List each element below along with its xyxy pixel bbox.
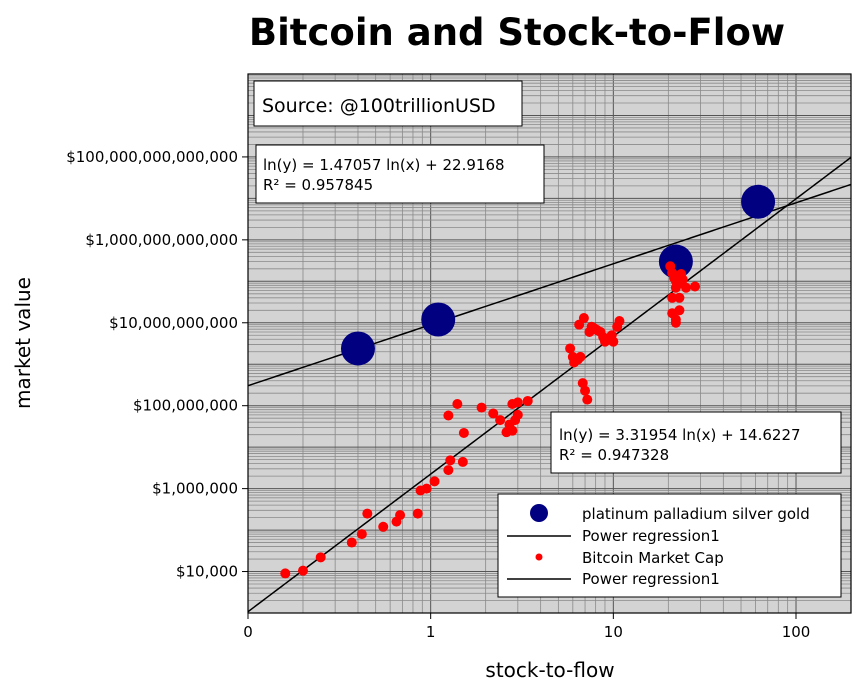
bitcoin-point (488, 408, 499, 419)
bitcoin-point (608, 336, 619, 347)
bitcoin-point (578, 313, 589, 324)
y-tick-label: $1,000,000 (152, 480, 238, 498)
bitcoin-point (522, 395, 533, 406)
bitcoin-point (378, 521, 389, 532)
chart-title: Bitcoin and Stock-to-Flow (249, 11, 785, 54)
bitcoin-point (429, 476, 440, 487)
legend-label-metals-regression: Power regression1 (582, 527, 720, 545)
bitcoin-point (512, 397, 523, 408)
metal-point (741, 184, 776, 219)
bitcoin-point (457, 456, 468, 467)
equation-bitcoin: ln(y) = 3.31954 ln(x) + 14.6227 (559, 426, 801, 444)
bitcoin-point (667, 292, 678, 303)
bitcoin-point (297, 565, 308, 576)
bitcoin-point (412, 508, 423, 519)
metal-point (340, 331, 375, 366)
y-tick-label: $10,000,000,000 (109, 314, 238, 332)
bitcoin-point (495, 415, 506, 426)
bitcoin-point (575, 351, 586, 362)
bitcoin-point (670, 314, 681, 325)
source-box (253, 80, 523, 127)
bitcoin-point (512, 409, 523, 420)
regression-line (247, 156, 852, 613)
bitcoin-point (690, 281, 701, 292)
bitcoin-point (580, 385, 591, 396)
plot-frame (247, 73, 852, 614)
y-tick-label: $10,000 (176, 563, 238, 581)
bitcoin-point (476, 402, 487, 413)
bitcoin-point (674, 305, 685, 316)
bitcoin-point (362, 508, 373, 519)
bitcoin-point (565, 343, 576, 354)
bitcoin-point (280, 568, 291, 579)
bitcoin-point (356, 529, 367, 540)
equation-box-bitcoin (550, 411, 842, 474)
bitcoin-point (443, 465, 454, 476)
equation-box-metals (255, 144, 545, 204)
legend-marker-bitcoin (535, 553, 543, 561)
bitcoin-point (582, 394, 593, 405)
bitcoin-point (674, 292, 685, 303)
x-axis-label: stock-to-flow (485, 658, 614, 682)
r-squared-bitcoin: R² = 0.947328 (559, 446, 669, 464)
bitcoin-point (670, 282, 681, 293)
bitcoin-point (346, 537, 357, 548)
x-axis: 0 1 10 100 (243, 613, 810, 641)
x-tick-label: 100 (782, 623, 811, 641)
legend: platinum palladium silver gold Power reg… (497, 493, 842, 598)
legend-box (497, 493, 842, 598)
r-squared-metals: R² = 0.957845 (263, 176, 373, 194)
bitcoin-point (458, 427, 469, 438)
legend-label-metals: platinum palladium silver gold (582, 505, 810, 523)
bitcoin-point (507, 425, 518, 436)
y-tick-label: $100,000,000,000,000 (66, 148, 238, 166)
bitcoin-point (445, 455, 456, 466)
equation-metals: ln(y) = 1.47057 ln(x) + 22.9168 (263, 156, 505, 174)
y-axis-label: market value (11, 277, 35, 409)
y-axis: $10,000 $1,000,000 $100,000,000 $10,000,000… (66, 148, 248, 581)
legend-label-bitcoin-regression: Power regression1 (582, 570, 720, 588)
x-tick-label: 10 (604, 623, 623, 641)
bitcoin-point (395, 510, 406, 521)
y-tick-label: $1,000,000,000,000 (85, 231, 238, 249)
data-points (280, 184, 776, 579)
x-tick-label: 1 (426, 623, 436, 641)
legend-marker-metals (530, 504, 548, 522)
bitcoin-point (614, 316, 625, 327)
bitcoin-point (681, 282, 692, 293)
bitcoin-point (443, 410, 454, 421)
y-tick-label: $100,000,000 (133, 397, 238, 415)
x-tick-label: 0 (243, 623, 253, 641)
source-note: Source: @100trillionUSD (262, 95, 496, 117)
bitcoin-point (577, 378, 588, 389)
metal-point (421, 302, 456, 337)
bitcoin-point (677, 274, 688, 285)
bitcoin-point (452, 398, 463, 409)
bitcoin-point (421, 483, 432, 494)
bitcoin-point (315, 552, 326, 563)
legend-label-bitcoin: Bitcoin Market Cap (582, 549, 724, 567)
